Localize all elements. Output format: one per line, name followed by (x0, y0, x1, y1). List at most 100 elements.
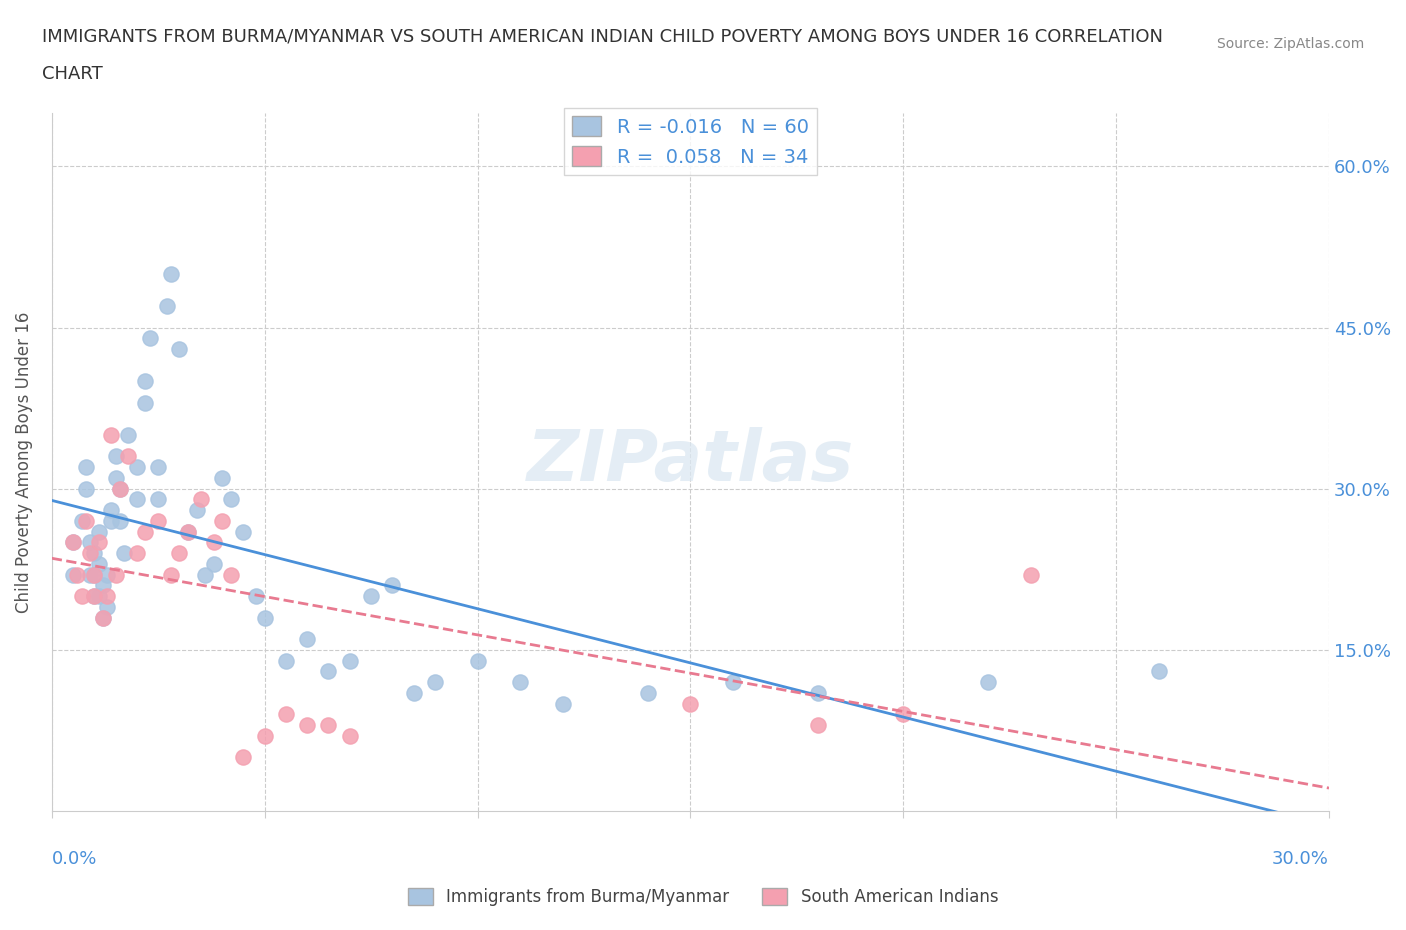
Point (83, 589, 105, 604)
Point (91, 610, 114, 625)
Point (232, 750, 254, 764)
Point (318, 718, 340, 733)
Point (66, 567, 89, 582)
Point (87, 556, 110, 571)
Point (96, 600, 118, 615)
Point (148, 513, 170, 528)
Point (70, 513, 93, 528)
Point (721, 675, 744, 690)
Text: 0.0%: 0.0% (52, 849, 97, 868)
Point (467, 653, 489, 668)
Legend: Immigrants from Burma/Myanmar, South American Indians: Immigrants from Burma/Myanmar, South Ame… (401, 881, 1005, 912)
Point (148, 459, 170, 474)
Point (148, 492, 170, 507)
Point (160, 266, 183, 281)
Text: Source: ZipAtlas.com: Source: ZipAtlas.com (1216, 37, 1364, 51)
Point (402, 685, 425, 700)
Point (108, 482, 131, 497)
Point (83, 567, 105, 582)
Point (423, 675, 446, 690)
Point (70, 589, 93, 604)
Point (83, 546, 105, 561)
Point (104, 449, 127, 464)
Point (169, 546, 191, 561)
Point (509, 675, 531, 690)
Text: 30.0%: 30.0% (1272, 849, 1329, 868)
Point (219, 567, 242, 582)
Point (211, 471, 233, 485)
Point (125, 459, 148, 474)
Legend: R = -0.016   N = 60, R =  0.058   N = 34: R = -0.016 N = 60, R = 0.058 N = 34 (564, 109, 817, 175)
Point (104, 471, 127, 485)
Point (339, 728, 361, 743)
Point (160, 567, 183, 582)
Point (232, 525, 254, 539)
Point (381, 578, 404, 593)
Text: ZIPatlas: ZIPatlas (527, 428, 853, 497)
Point (194, 567, 217, 582)
Point (295, 718, 318, 733)
Point (117, 449, 139, 464)
Point (219, 492, 242, 507)
Point (75, 513, 97, 528)
Point (807, 718, 830, 733)
Point (360, 589, 382, 604)
Point (108, 482, 131, 497)
Point (274, 707, 297, 722)
Point (75, 482, 97, 497)
Point (79, 546, 101, 561)
Point (807, 685, 830, 700)
Point (253, 610, 276, 625)
Point (1147, 664, 1170, 679)
Point (977, 675, 1000, 690)
Point (134, 525, 156, 539)
Point (637, 685, 659, 700)
Point (83, 589, 105, 604)
Point (211, 513, 233, 528)
Point (62, 535, 84, 550)
Point (87, 535, 110, 550)
Point (177, 525, 200, 539)
Point (169, 341, 191, 356)
Point (79, 567, 101, 582)
Point (100, 428, 122, 443)
Point (156, 299, 179, 313)
Point (62, 567, 84, 582)
Point (100, 513, 122, 528)
Point (134, 395, 156, 410)
Point (186, 503, 208, 518)
Point (75, 459, 97, 474)
Point (190, 492, 212, 507)
Point (100, 503, 122, 518)
Text: IMMIGRANTS FROM BURMA/MYANMAR VS SOUTH AMERICAN INDIAN CHILD POVERTY AMONG BOYS : IMMIGRANTS FROM BURMA/MYANMAR VS SOUTH A… (42, 28, 1163, 46)
Point (125, 492, 148, 507)
Point (91, 610, 114, 625)
Point (87, 525, 110, 539)
Point (274, 653, 297, 668)
Point (679, 697, 702, 711)
Point (318, 664, 340, 679)
Point (104, 567, 127, 582)
Point (253, 728, 276, 743)
Point (295, 631, 318, 646)
Point (134, 374, 156, 389)
Point (79, 535, 101, 550)
Point (339, 653, 361, 668)
Point (138, 331, 160, 346)
Point (96, 567, 118, 582)
Point (177, 525, 200, 539)
Point (551, 697, 574, 711)
Point (108, 513, 131, 528)
Point (1019, 567, 1042, 582)
Point (96, 589, 118, 604)
Point (112, 546, 135, 561)
Text: CHART: CHART (42, 65, 103, 83)
Point (125, 546, 148, 561)
Point (202, 535, 225, 550)
Point (117, 428, 139, 443)
Point (87, 589, 110, 604)
Point (245, 589, 267, 604)
Point (202, 556, 225, 571)
Point (891, 707, 914, 722)
Point (62, 535, 84, 550)
